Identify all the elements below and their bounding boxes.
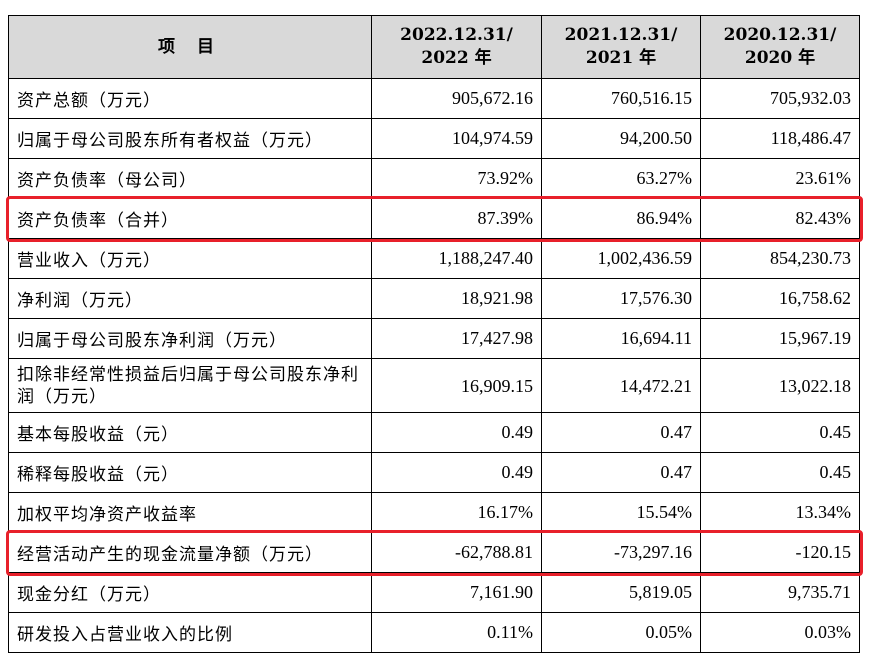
table-row: 资产负债率（母公司） 73.92% 63.27% 23.61% (8, 158, 860, 199)
value-2020: 13,022.18 (700, 358, 860, 413)
value-2021: 0.05% (541, 612, 701, 653)
value-2021: 14,472.21 (541, 358, 701, 413)
value-2022: 104,974.59 (371, 118, 542, 159)
table-row: 研发投入占营业收入的比例 0.11% 0.05% 0.03% (8, 612, 860, 653)
table-row: 经营活动产生的现金流量净额（万元） -62,788.81 -73,297.16 -12… (8, 532, 860, 573)
row-label: 归属于母公司股东净利润（万元） (8, 318, 372, 359)
row-label: 资产总额（万元） (8, 78, 372, 119)
value-2020: 82.43% (700, 198, 860, 239)
header-2020: 2020.12.31/ 2020 年 (700, 15, 860, 79)
table-row: 资产总额（万元） 905,672.16 760,516.15 705,932.03 (8, 78, 860, 119)
value-2022: 905,672.16 (371, 78, 542, 119)
value-2021: 63.27% (541, 158, 701, 199)
value-2020: 23.61% (700, 158, 860, 199)
row-label: 扣除非经常性损益后归属于母公司股东净利润（万元） (8, 358, 372, 413)
table-header: 项 目 2022.12.31/ 2022 年 2021.12.31/ 2021 … (8, 15, 860, 79)
financial-summary-table: 项 目 2022.12.31/ 2022 年 2021.12.31/ 2021 … (8, 15, 860, 653)
value-2020: 854,230.73 (700, 238, 860, 279)
header-2020-year: 2020 年 (744, 48, 816, 68)
table-row: 扣除非经常性损益后归属于母公司股东净利润（万元） 16,909.15 14,472.… (8, 358, 860, 413)
value-2020: 0.45 (700, 452, 860, 493)
value-2021: 5,819.05 (541, 572, 701, 613)
header-row: 项 目 2022.12.31/ 2022 年 2021.12.31/ 2021 … (8, 15, 860, 79)
row-label: 稀释每股收益（元） (8, 452, 372, 493)
table-row: 归属于母公司股东净利润（万元） 17,427.98 16,694.11 15,967.… (8, 318, 860, 359)
table-row: 基本每股收益（元） 0.49 0.47 0.45 (8, 412, 860, 453)
table-row: 加权平均净资产收益率 16.17% 15.54% 13.34% (8, 492, 860, 533)
value-2021: 86.94% (541, 198, 701, 239)
row-label: 经营活动产生的现金流量净额（万元） (8, 532, 372, 573)
table-row: 归属于母公司股东所有者权益（万元） 104,974.59 94,200.50 118,… (8, 118, 860, 159)
value-2021: 94,200.50 (541, 118, 701, 159)
value-2021: 17,576.30 (541, 278, 701, 319)
value-2021: 15.54% (541, 492, 701, 533)
value-2022: 7,161.90 (371, 572, 542, 613)
row-label: 基本每股收益（元） (8, 412, 372, 453)
row-label: 净利润（万元） (8, 278, 372, 319)
value-2020: -120.15 (700, 532, 860, 573)
value-2022: 1,188,247.40 (371, 238, 542, 279)
table-row: 稀释每股收益（元） 0.49 0.47 0.45 (8, 452, 860, 493)
header-2020-date: 2020.12.31/ (723, 25, 837, 45)
value-2020: 16,758.62 (700, 278, 860, 319)
row-label: 营业收入（万元） (8, 238, 372, 279)
value-2022: 16.17% (371, 492, 542, 533)
value-2021: 16,694.11 (541, 318, 701, 359)
value-2020: 9,735.71 (700, 572, 860, 613)
value-2022: 73.92% (371, 158, 542, 199)
value-2022: 0.49 (371, 412, 542, 453)
table-row: 现金分红（万元） 7,161.90 5,819.05 9,735.71 (8, 572, 860, 613)
table-row: 资产负债率（合并） 87.39% 86.94% 82.43% (8, 198, 860, 239)
value-2020: 0.03% (700, 612, 860, 653)
value-2021: 1,002,436.59 (541, 238, 701, 279)
value-2022: 0.11% (371, 612, 542, 653)
value-2021: 0.47 (541, 452, 701, 493)
row-label: 资产负债率（母公司） (8, 158, 372, 199)
table-body: 资产总额（万元） 905,672.16 760,516.15 705,932.03 归属… (8, 78, 860, 653)
row-label: 现金分红（万元） (8, 572, 372, 613)
header-2021-year: 2021 年 (585, 48, 657, 68)
header-item: 项 目 (8, 15, 372, 79)
header-2021: 2021.12.31/ 2021 年 (541, 15, 701, 79)
value-2021: 760,516.15 (541, 78, 701, 119)
value-2022: -62,788.81 (371, 532, 542, 573)
row-label: 加权平均净资产收益率 (8, 492, 372, 533)
value-2022: 16,909.15 (371, 358, 542, 413)
row-label: 归属于母公司股东所有者权益（万元） (8, 118, 372, 159)
value-2022: 0.49 (371, 452, 542, 493)
value-2020: 705,932.03 (700, 78, 860, 119)
header-2022: 2022.12.31/ 2022 年 (371, 15, 542, 79)
row-label: 研发投入占营业收入的比例 (8, 612, 372, 653)
value-2022: 17,427.98 (371, 318, 542, 359)
value-2020: 118,486.47 (700, 118, 860, 159)
value-2020: 13.34% (700, 492, 860, 533)
row-label: 资产负债率（合并） (8, 198, 372, 239)
table-row: 净利润（万元） 18,921.98 17,576.30 16,758.62 (8, 278, 860, 319)
table-row: 营业收入（万元） 1,188,247.40 1,002,436.59 854,230.… (8, 238, 860, 279)
value-2021: 0.47 (541, 412, 701, 453)
value-2020: 0.45 (700, 412, 860, 453)
header-2021-date: 2021.12.31/ (564, 25, 678, 45)
value-2022: 87.39% (371, 198, 542, 239)
header-2022-date: 2022.12.31/ (400, 25, 513, 45)
value-2021: -73,297.16 (541, 532, 701, 573)
header-2022-year: 2022 年 (421, 48, 492, 68)
value-2020: 15,967.19 (700, 318, 860, 359)
value-2022: 18,921.98 (371, 278, 542, 319)
